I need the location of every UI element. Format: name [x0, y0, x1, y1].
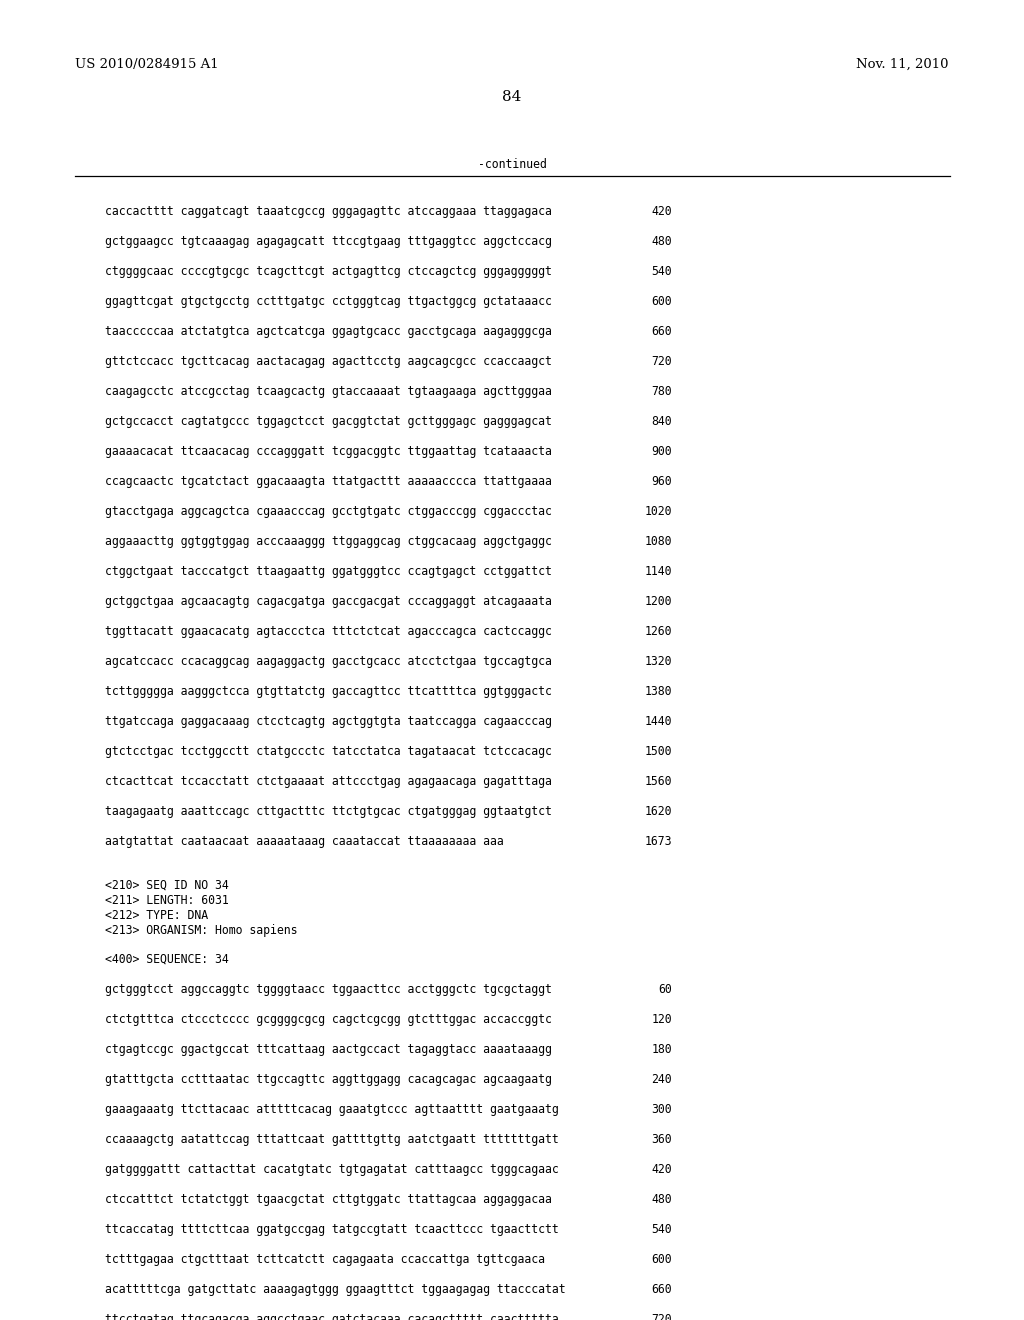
Text: taacccccaa atctatgtca agctcatcga ggagtgcacc gacctgcaga aagagggcga: taacccccaa atctatgtca agctcatcga ggagtgc… — [105, 325, 552, 338]
Text: 1020: 1020 — [644, 506, 672, 517]
Text: 1080: 1080 — [644, 535, 672, 548]
Text: 720: 720 — [651, 1313, 672, 1320]
Text: 1440: 1440 — [644, 715, 672, 729]
Text: 600: 600 — [651, 1253, 672, 1266]
Text: 900: 900 — [651, 445, 672, 458]
Text: 300: 300 — [651, 1104, 672, 1115]
Text: 420: 420 — [651, 205, 672, 218]
Text: ctgagtccgc ggactgccat tttcattaag aactgccact tagaggtacc aaaataaagg: ctgagtccgc ggactgccat tttcattaag aactgcc… — [105, 1043, 552, 1056]
Text: 600: 600 — [651, 294, 672, 308]
Text: gtatttgcta cctttaatac ttgccagttc aggttggagg cacagcagac agcaagaatg: gtatttgcta cctttaatac ttgccagttc aggttgg… — [105, 1073, 552, 1086]
Text: ctccatttct tctatctggt tgaacgctat cttgtggatc ttattagcaa aggaggacaa: ctccatttct tctatctggt tgaacgctat cttgtgg… — [105, 1193, 552, 1206]
Text: gtctcctgac tcctggcctt ctatgccctc tatcctatca tagataacat tctccacagc: gtctcctgac tcctggcctt ctatgccctc tatccta… — [105, 744, 552, 758]
Text: <210> SEQ ID NO 34: <210> SEQ ID NO 34 — [105, 879, 228, 892]
Text: ctcacttcat tccacctatt ctctgaaaat attccctgag agagaacaga gagatttaga: ctcacttcat tccacctatt ctctgaaaat attccct… — [105, 775, 552, 788]
Text: 1380: 1380 — [644, 685, 672, 698]
Text: tctttgagaa ctgctttaat tcttcatctt cagagaata ccaccattga tgttcgaaca: tctttgagaa ctgctttaat tcttcatctt cagagaa… — [105, 1253, 545, 1266]
Text: aggaaacttg ggtggtggag acccaaaggg ttggaggcag ctggcacaag aggctgaggc: aggaaacttg ggtggtggag acccaaaggg ttggagg… — [105, 535, 552, 548]
Text: ccagcaactc tgcatctact ggacaaagta ttatgacttt aaaaacccca ttattgaaaa: ccagcaactc tgcatctact ggacaaagta ttatgac… — [105, 475, 552, 488]
Text: 1260: 1260 — [644, 624, 672, 638]
Text: ctggggcaac ccccgtgcgc tcagcttcgt actgagttcg ctccagctcg gggagggggt: ctggggcaac ccccgtgcgc tcagcttcgt actgagt… — [105, 265, 552, 279]
Text: <400> SEQUENCE: 34: <400> SEQUENCE: 34 — [105, 953, 228, 966]
Text: ggagttcgat gtgctgcctg cctttgatgc cctgggtcag ttgactggcg gctataaacc: ggagttcgat gtgctgcctg cctttgatgc cctgggt… — [105, 294, 552, 308]
Text: aatgtattat caataacaat aaaaataaag caaataccat ttaaaaaaaa aaa: aatgtattat caataacaat aaaaataaag caaatac… — [105, 836, 504, 847]
Text: 1620: 1620 — [644, 805, 672, 818]
Text: 84: 84 — [503, 90, 521, 104]
Text: 540: 540 — [651, 265, 672, 279]
Text: 1140: 1140 — [644, 565, 672, 578]
Text: US 2010/0284915 A1: US 2010/0284915 A1 — [75, 58, 219, 71]
Text: ctctgtttca ctccctcccc gcggggcgcg cagctcgcgg gtctttggac accaccggtc: ctctgtttca ctccctcccc gcggggcgcg cagctcg… — [105, 1012, 552, 1026]
Text: Nov. 11, 2010: Nov. 11, 2010 — [855, 58, 948, 71]
Text: 540: 540 — [651, 1224, 672, 1236]
Text: gctgggtcct aggccaggtc tggggtaacc tggaacttcc acctgggctc tgcgctaggt: gctgggtcct aggccaggtc tggggtaacc tggaact… — [105, 983, 552, 997]
Text: ccaaaagctg aatattccag tttattcaat gattttgttg aatctgaatt tttttttgatt: ccaaaagctg aatattccag tttattcaat gattttg… — [105, 1133, 559, 1146]
Text: ctggctgaat tacccatgct ttaagaattg ggatgggtcc ccagtgagct cctggattct: ctggctgaat tacccatgct ttaagaattg ggatggg… — [105, 565, 552, 578]
Text: 480: 480 — [651, 1193, 672, 1206]
Text: 960: 960 — [651, 475, 672, 488]
Text: 60: 60 — [658, 983, 672, 997]
Text: gctggctgaa agcaacagtg cagacgatga gaccgacgat cccaggaggt atcagaaata: gctggctgaa agcaacagtg cagacgatga gaccgac… — [105, 595, 552, 609]
Text: gatggggattt cattacttat cacatgtatc tgtgagatat catttaagcc tgggcagaac: gatggggattt cattacttat cacatgtatc tgtgag… — [105, 1163, 559, 1176]
Text: 840: 840 — [651, 414, 672, 428]
Text: 780: 780 — [651, 385, 672, 399]
Text: gaaaacacat ttcaacacag cccagggatt tcggacggtc ttggaattag tcataaacta: gaaaacacat ttcaacacag cccagggatt tcggacg… — [105, 445, 552, 458]
Text: 720: 720 — [651, 355, 672, 368]
Text: -continued: -continued — [477, 158, 547, 172]
Text: 120: 120 — [651, 1012, 672, 1026]
Text: gtacctgaga aggcagctca cgaaacccag gcctgtgatc ctggacccgg cggaccctac: gtacctgaga aggcagctca cgaaacccag gcctgtg… — [105, 506, 552, 517]
Text: 480: 480 — [651, 235, 672, 248]
Text: 1320: 1320 — [644, 655, 672, 668]
Text: 660: 660 — [651, 325, 672, 338]
Text: caagagcctc atccgcctag tcaagcactg gtaccaaaat tgtaagaaga agcttgggaa: caagagcctc atccgcctag tcaagcactg gtaccaa… — [105, 385, 552, 399]
Text: <212> TYPE: DNA: <212> TYPE: DNA — [105, 909, 208, 921]
Text: gaaagaaatg ttcttacaac atttttcacag gaaatgtccc agttaatttt gaatgaaatg: gaaagaaatg ttcttacaac atttttcacag gaaatg… — [105, 1104, 559, 1115]
Text: 1200: 1200 — [644, 595, 672, 609]
Text: caccactttt caggatcagt taaatcgccg gggagagttc atccaggaaa ttaggagaca: caccactttt caggatcagt taaatcgccg gggagag… — [105, 205, 552, 218]
Text: 240: 240 — [651, 1073, 672, 1086]
Text: ttcctgatag ttgcagacga aggcctgaac gatctacaaa cacagcttttt caacttttta: ttcctgatag ttgcagacga aggcctgaac gatctac… — [105, 1313, 559, 1320]
Text: tggttacatt ggaacacatg agtaccctca tttctctcat agacccagca cactccaggc: tggttacatt ggaacacatg agtaccctca tttctct… — [105, 624, 552, 638]
Text: ttgatccaga gaggacaaag ctcctcagtg agctggtgta taatccagga cagaacccag: ttgatccaga gaggacaaag ctcctcagtg agctggt… — [105, 715, 552, 729]
Text: gctggaagcc tgtcaaagag agagagcatt ttccgtgaag tttgaggtcc aggctccacg: gctggaagcc tgtcaaagag agagagcatt ttccgtg… — [105, 235, 552, 248]
Text: 420: 420 — [651, 1163, 672, 1176]
Text: 660: 660 — [651, 1283, 672, 1296]
Text: agcatccacc ccacaggcag aagaggactg gacctgcacc atcctctgaa tgccagtgca: agcatccacc ccacaggcag aagaggactg gacctgc… — [105, 655, 552, 668]
Text: acatttttcga gatgcttatc aaaagagtggg ggaagtttct tggaagagag ttacccatat: acatttttcga gatgcttatc aaaagagtggg ggaag… — [105, 1283, 565, 1296]
Text: taagagaatg aaattccagc cttgactttc ttctgtgcac ctgatgggag ggtaatgtct: taagagaatg aaattccagc cttgactttc ttctgtg… — [105, 805, 552, 818]
Text: ttcaccatag ttttcttcaa ggatgccgag tatgccgtatt tcaacttccc tgaacttctt: ttcaccatag ttttcttcaa ggatgccgag tatgccg… — [105, 1224, 559, 1236]
Text: 180: 180 — [651, 1043, 672, 1056]
Text: gctgccacct cagtatgccc tggagctcct gacggtctat gcttgggagc gagggagcat: gctgccacct cagtatgccc tggagctcct gacggtc… — [105, 414, 552, 428]
Text: gttctccacc tgcttcacag aactacagag agacttcctg aagcagcgcc ccaccaagct: gttctccacc tgcttcacag aactacagag agacttc… — [105, 355, 552, 368]
Text: 1673: 1673 — [644, 836, 672, 847]
Text: tcttggggga aagggctcca gtgttatctg gaccagttcc ttcattttca ggtgggactc: tcttggggga aagggctcca gtgttatctg gaccagt… — [105, 685, 552, 698]
Text: 1560: 1560 — [644, 775, 672, 788]
Text: 360: 360 — [651, 1133, 672, 1146]
Text: <213> ORGANISM: Homo sapiens: <213> ORGANISM: Homo sapiens — [105, 924, 298, 937]
Text: 1500: 1500 — [644, 744, 672, 758]
Text: <211> LENGTH: 6031: <211> LENGTH: 6031 — [105, 894, 228, 907]
